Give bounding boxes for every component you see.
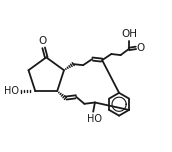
Text: HO: HO [4, 86, 19, 96]
Text: HO: HO [87, 114, 101, 124]
Text: O: O [137, 43, 145, 53]
Text: O: O [39, 36, 47, 46]
Text: OH: OH [121, 29, 137, 39]
